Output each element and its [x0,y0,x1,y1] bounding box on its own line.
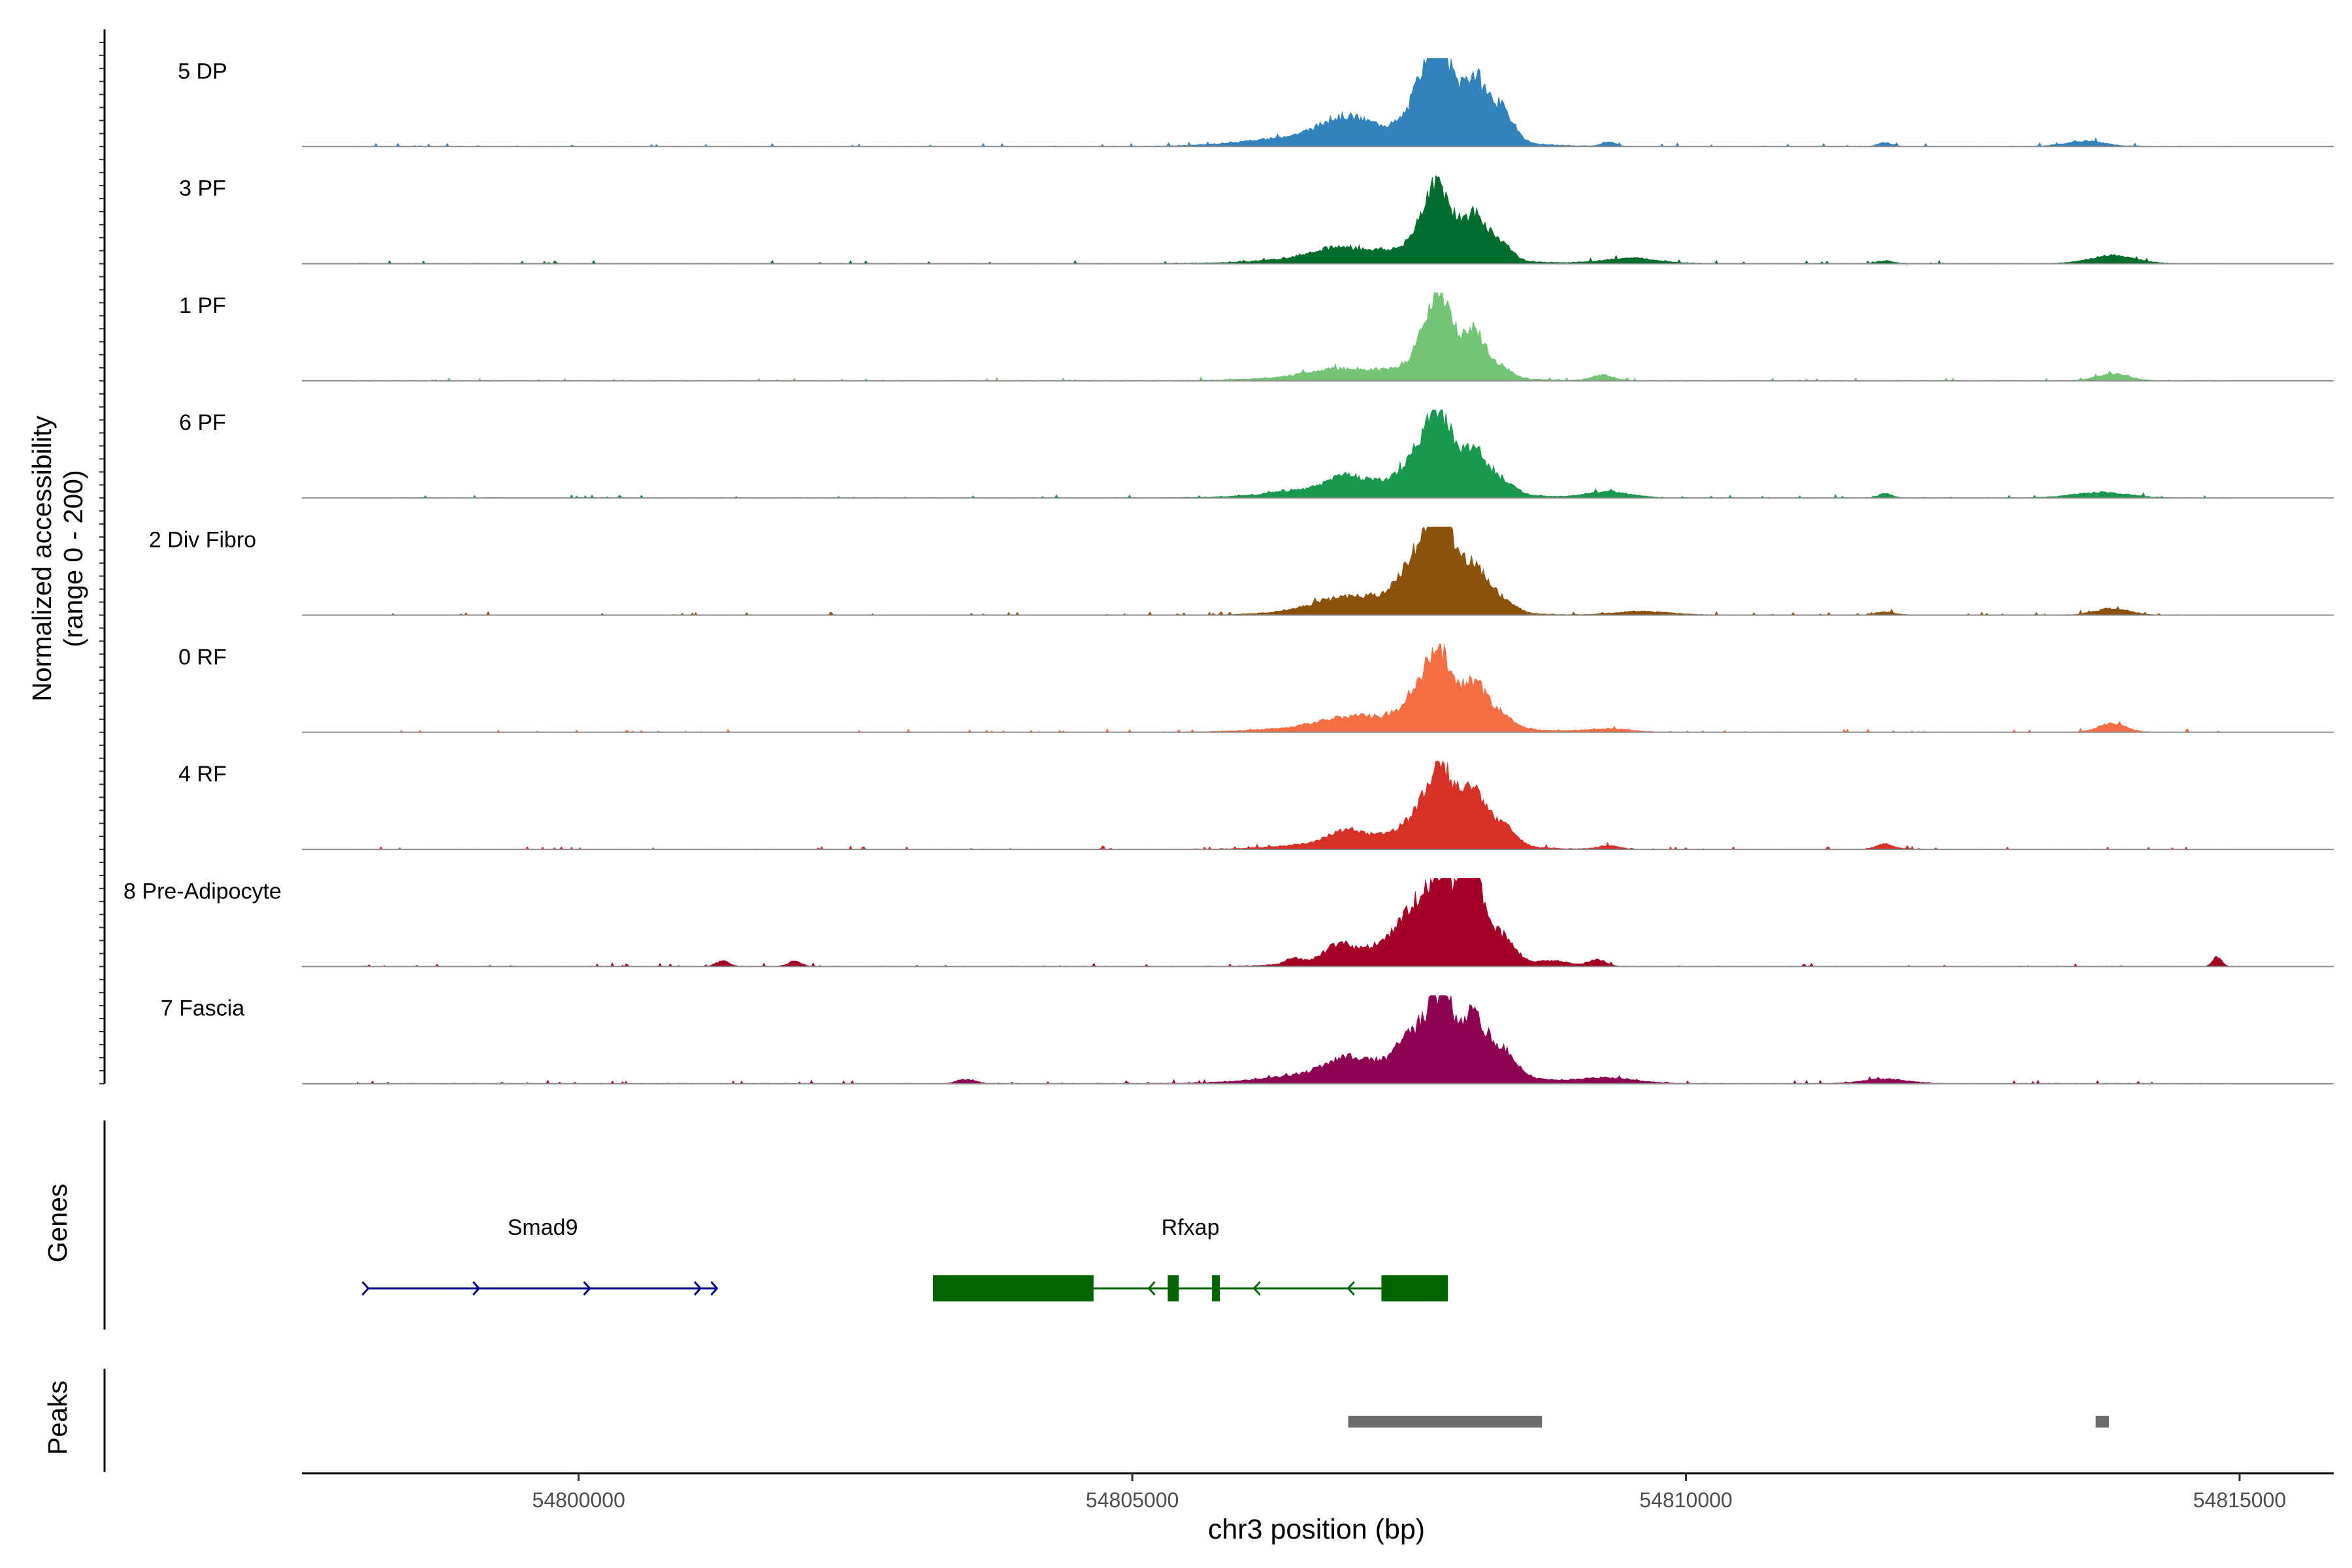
track-signal-area [357,292,2229,382]
gene-exon [1168,1275,1179,1301]
strand-arrow [1252,1281,1261,1296]
peak-region [1348,1416,1543,1428]
strand-arrow [361,1281,370,1296]
track-3-pf: 3 PF [179,174,2334,265]
track-label: 7 Fascia [161,996,245,1021]
strand-arrow [472,1281,481,1296]
track-signal-area [357,174,2229,264]
y-axis-title-line1: Normalized accessibility [27,416,57,702]
track-0-rf: 0 RF [178,644,2334,733]
strand-arrow [583,1281,591,1296]
gene-name-label: Smad9 [508,1215,578,1240]
gene-name-label: Rfxap [1162,1215,1220,1240]
gene-exon [1381,1275,1448,1301]
gene-rfxap: Rfxap [933,1215,1448,1301]
y-axis-title-line2: (range 0 - 200) [58,470,88,647]
track-label: 0 RF [178,645,227,670]
strand-arrow [710,1281,719,1296]
gene-exon [1212,1275,1220,1301]
gene-smad9: Smad9 [361,1215,719,1296]
genes-panel-label: Genes [42,1184,73,1263]
track-label: 6 PF [179,410,226,435]
track-signal-area [357,877,2229,967]
track-7-fascia: 7 Fascia [161,995,2334,1085]
peak-region [2095,1416,2109,1428]
x-axis-title: chr3 position (bp) [1208,1514,1425,1545]
strand-arrow [1147,1281,1156,1296]
track-label: 5 DP [178,59,227,84]
strand-arrow [694,1281,702,1296]
y-axis [99,29,106,1085]
track-signal-area [357,995,2229,1085]
track-signal-area [357,760,2229,850]
peaks-panel-label: Peaks [42,1380,73,1455]
strand-arrow [1347,1281,1355,1296]
track-label: 3 PF [179,176,226,201]
track-1-pf: 1 PF [179,292,2334,382]
track-label: 4 RF [178,762,227,787]
track-signal-area [357,644,2229,733]
track-signal-area [357,58,2229,147]
track-signal-area [357,409,2229,498]
track-6-pf: 6 PF [179,409,2334,499]
x-axis-tick-label: 54805000 [1086,1488,1179,1512]
track-2-div-fibro: 2 Div Fibro [149,526,2334,616]
track-8-pre-adipocyte: 8 Pre-Adipocyte [123,877,2334,968]
track-4-rf: 4 RF [178,760,2334,851]
track-label: 8 Pre-Adipocyte [123,879,282,904]
x-axis: 54800000 54805000 54810000 54815000 [302,1472,2334,1512]
gene-exon [933,1275,1094,1301]
genes-panel: Smad9 Rfxap [103,1120,1448,1330]
track-label: 2 Div Fibro [149,528,256,553]
x-axis-tick-label: 54810000 [1639,1488,1732,1512]
accessibility-tracks: 5 DP 3 PF 1 PF 6 PF 2 Div Fibro 0 RF 4 RF 8 Pre… [123,58,2334,1085]
track-5-dp: 5 DP [178,58,2334,148]
x-axis-tick-label: 54815000 [2193,1488,2286,1512]
track-signal-area [357,526,2229,615]
track-label: 1 PF [179,293,226,318]
peaks-panel [103,1369,2109,1472]
x-axis-tick-label: 54800000 [532,1488,625,1512]
